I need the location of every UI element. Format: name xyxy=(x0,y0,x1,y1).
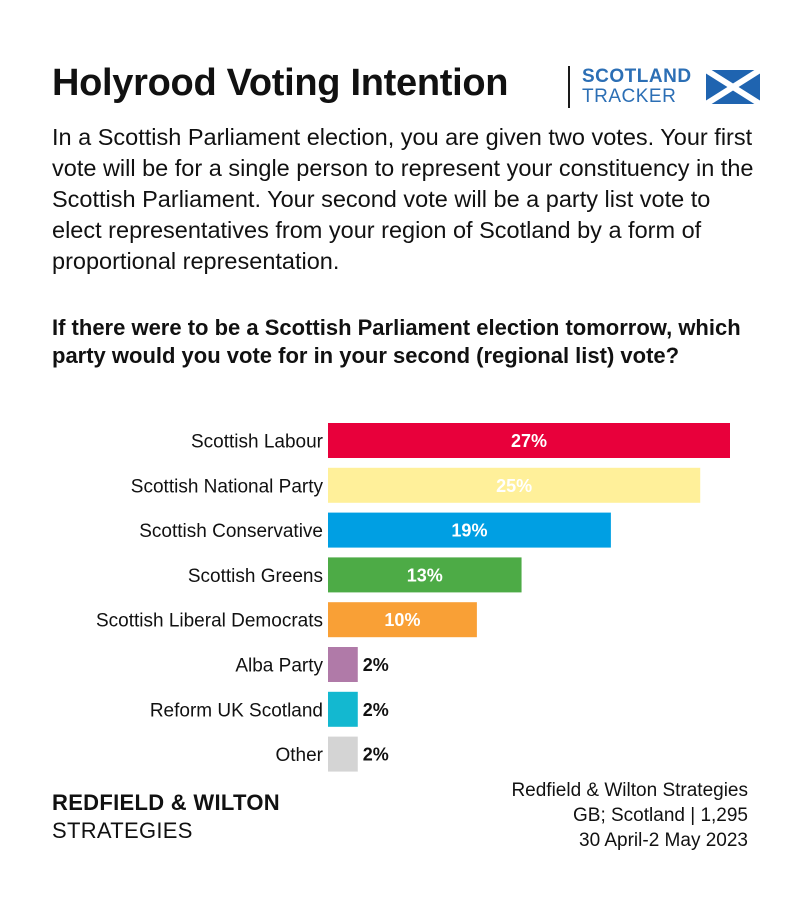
tracker-wordmark: SCOTLAND TRACKER xyxy=(582,67,692,107)
bar xyxy=(328,647,358,682)
brand-line-2: STRATEGIES xyxy=(52,818,193,843)
source-line-1: Redfield & Wilton Strategies xyxy=(511,780,748,801)
value-label: 27% xyxy=(511,431,547,451)
source-line-3: 30 April-2 May 2023 xyxy=(579,830,748,851)
bar xyxy=(328,691,358,727)
category-label: Scottish Liberal Democrats xyxy=(96,611,323,632)
value-label: 25% xyxy=(496,476,532,496)
source-line-2: GB; Scotland | 1,295 xyxy=(573,805,748,826)
value-label: 10% xyxy=(384,610,420,630)
bar xyxy=(328,557,522,593)
survey-question: If there were to be a Scottish Parliamen… xyxy=(52,315,741,368)
category-label: Scottish Labour xyxy=(191,432,324,453)
saltire-flag-icon xyxy=(705,70,760,104)
bar-chart: Scottish Labour 27% Scottish National Part… xyxy=(96,423,730,772)
tracker-line-1: SCOTLAND xyxy=(582,66,692,87)
value-label: 2% xyxy=(363,700,389,720)
scotland-tracker-logo: SCOTLAND TRACKER xyxy=(568,66,760,108)
bar xyxy=(328,736,358,772)
bar xyxy=(328,467,701,503)
bar xyxy=(328,512,611,548)
tracker-line-2: TRACKER xyxy=(582,86,677,107)
category-label: Scottish Greens xyxy=(188,566,323,587)
brand-line-1: REDFIELD & WILTON xyxy=(52,790,280,815)
value-label: 13% xyxy=(407,565,443,585)
bar xyxy=(328,602,477,638)
intro-paragraph: In a Scottish Parliament election, you a… xyxy=(52,124,754,274)
value-label: 2% xyxy=(363,745,389,765)
category-label: Alba Party xyxy=(235,656,323,677)
brand-logo: REDFIELD & WILTON STRATEGIES xyxy=(52,790,280,844)
bar xyxy=(328,423,730,458)
value-label: 19% xyxy=(451,521,487,541)
source-note: Redfield & Wilton Strategies GB; Scotlan… xyxy=(511,778,748,853)
category-label: Scottish National Party xyxy=(131,476,324,497)
category-label: Scottish Conservative xyxy=(139,521,323,542)
category-label: Reform UK Scotland xyxy=(150,700,323,721)
chart-title: Holyrood Voting Intention xyxy=(52,62,509,104)
logo-divider xyxy=(568,66,570,108)
value-label: 2% xyxy=(363,655,389,675)
category-label: Other xyxy=(275,745,323,766)
